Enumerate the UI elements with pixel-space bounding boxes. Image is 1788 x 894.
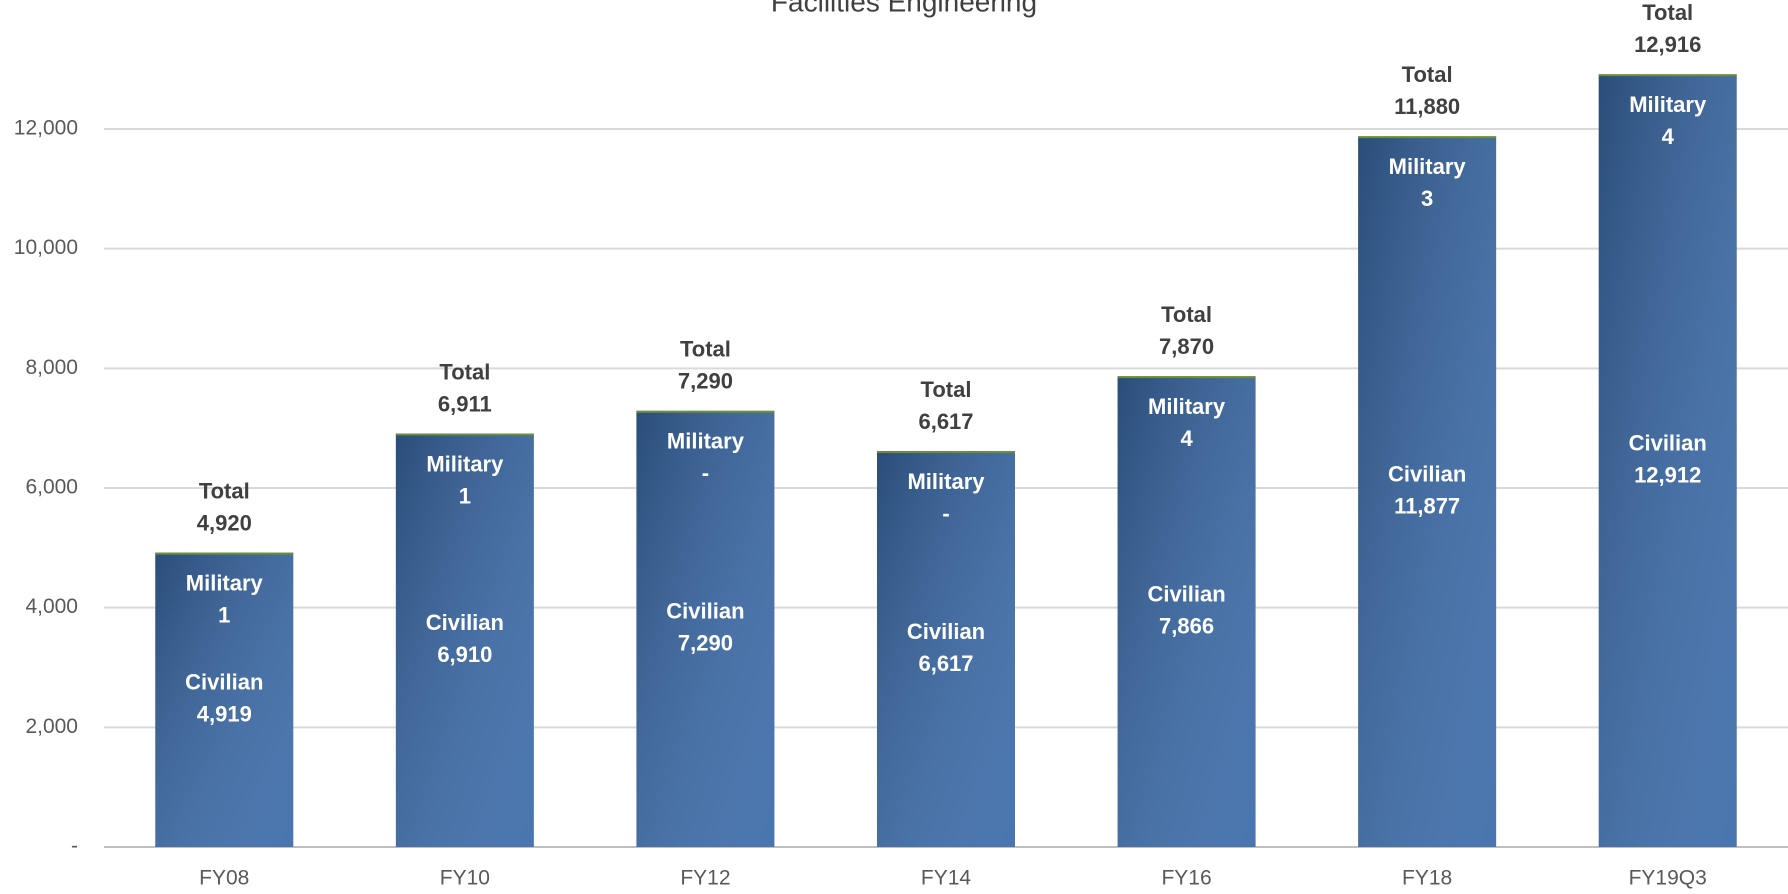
total-name-label: Total <box>1642 0 1693 25</box>
segment-value-label: 1 <box>459 483 471 508</box>
total-name-label: Total <box>680 337 731 362</box>
x-tick-label: FY16 <box>1161 867 1211 890</box>
chart-title: Facilities Engineering <box>771 0 1037 17</box>
y-tick-label: 10,000 <box>14 236 78 259</box>
y-tick-label: 6,000 <box>25 476 78 499</box>
bar-shade <box>877 451 1015 847</box>
total-value-label: 6,911 <box>438 391 492 416</box>
segment-value-label: - <box>702 461 709 486</box>
bar-segment <box>1358 136 1497 139</box>
total-value-label: 7,290 <box>678 369 733 394</box>
bar-shade <box>1117 376 1256 847</box>
y-tick-label: - <box>71 835 78 858</box>
segment-value-label: 6,910 <box>437 642 492 667</box>
segment-name-label: Civilian <box>1629 431 1707 456</box>
segment-name-label: Military <box>667 429 745 454</box>
x-tick-label: FY19Q3 <box>1629 867 1707 890</box>
segment-name-label: Military <box>907 469 985 494</box>
segment-name-label: Civilian <box>666 599 744 624</box>
segment-value-label: 6,617 <box>918 651 973 676</box>
segment-value-label: 4 <box>1662 124 1675 149</box>
segment-value-label: 4,919 <box>197 702 252 727</box>
x-tick-label: FY08 <box>199 867 249 890</box>
segment-value-label: 7,290 <box>678 631 733 656</box>
segment-value-label: 11,877 <box>1394 493 1460 518</box>
bar-segment <box>395 433 534 436</box>
segment-value-label: 12,912 <box>1634 463 1701 488</box>
bar-shade <box>1358 136 1497 847</box>
segment-value-label: - <box>942 501 949 526</box>
total-value-label: 6,617 <box>918 409 973 434</box>
segment-name-label: Civilian <box>907 619 985 644</box>
segment-name-label: Civilian <box>1147 581 1225 606</box>
total-value-label: 11,880 <box>1394 94 1460 119</box>
total-value-label: 7,870 <box>1159 334 1214 359</box>
segment-name-label: Military <box>1389 154 1467 179</box>
bar-segment <box>877 451 1015 454</box>
bar-shade <box>636 410 775 847</box>
bar-segment <box>1117 376 1256 379</box>
segment-value-label: 4 <box>1180 426 1193 451</box>
total-name-label: Total <box>921 377 972 402</box>
x-tick-label: FY12 <box>680 867 730 890</box>
bar-shade <box>1598 74 1737 847</box>
segment-name-label: Military <box>426 451 504 476</box>
bar-shade <box>155 552 294 847</box>
segment-name-label: Military <box>1629 92 1707 117</box>
total-value-label: 12,916 <box>1634 32 1701 57</box>
bar-segment <box>636 410 775 413</box>
segment-value-label: 7,866 <box>1159 613 1214 638</box>
y-tick-label: 8,000 <box>25 356 78 379</box>
bar-segment <box>1598 74 1737 77</box>
segment-name-label: Military <box>186 570 264 595</box>
bar-shade <box>395 433 534 847</box>
total-name-label: Total <box>1161 302 1212 327</box>
total-value-label: 4,920 <box>197 510 252 535</box>
segment-value-label: 3 <box>1421 186 1433 211</box>
total-name-label: Total <box>439 359 490 384</box>
x-tick-label: FY10 <box>440 867 490 890</box>
y-tick-label: 2,000 <box>25 715 78 738</box>
segment-name-label: Civilian <box>185 670 263 695</box>
x-tick-label: FY18 <box>1402 867 1452 890</box>
x-tick-label: FY14 <box>921 867 972 890</box>
bar-segment <box>155 552 294 555</box>
segment-name-label: Military <box>1148 394 1226 419</box>
segment-name-label: Civilian <box>1388 461 1466 486</box>
total-name-label: Total <box>1402 62 1453 87</box>
y-tick-label: 12,000 <box>14 117 78 140</box>
total-name-label: Total <box>199 478 250 503</box>
segment-name-label: Civilian <box>426 610 504 635</box>
y-tick-label: 4,000 <box>25 595 78 618</box>
segment-value-label: 1 <box>218 602 230 627</box>
